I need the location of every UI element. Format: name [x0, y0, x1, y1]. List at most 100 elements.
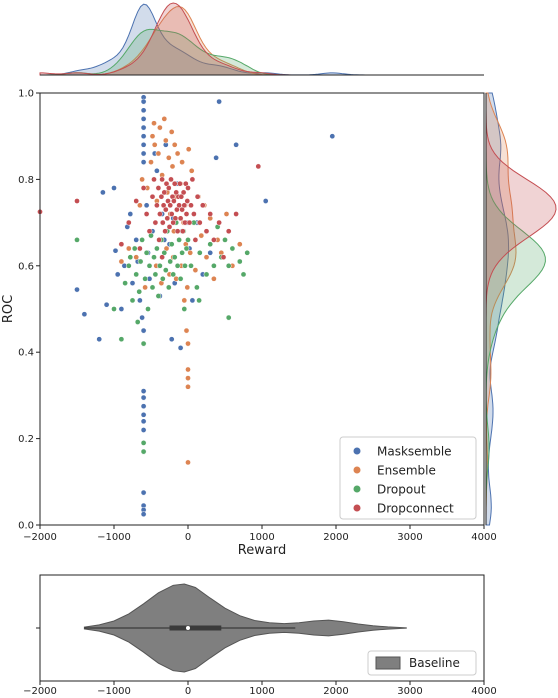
point-dropconnect: [194, 193, 201, 200]
point-dropout: [140, 448, 147, 455]
point-dropconnect: [233, 211, 239, 217]
point-ensemble: [183, 327, 190, 334]
point-dropconnect: [189, 176, 196, 183]
point-masksemble: [96, 336, 103, 343]
point-ensemble: [139, 176, 145, 183]
point-masksemble: [262, 198, 269, 204]
point-ensemble: [148, 159, 154, 165]
point-ensemble: [236, 241, 243, 248]
point-dropout: [225, 262, 232, 269]
point-dropout: [146, 262, 153, 269]
point-dropout: [229, 245, 236, 252]
point-dropout: [244, 249, 251, 256]
point-masksemble: [140, 394, 147, 401]
point-dropout: [74, 237, 80, 243]
x-tick-label: 2000: [323, 532, 348, 543]
point-ensemble: [171, 141, 178, 148]
point-dropconnect: [74, 198, 80, 204]
point-ensemble: [161, 116, 168, 122]
point-dropconnect: [157, 211, 163, 217]
point-dropout: [157, 262, 163, 269]
point-masksemble: [140, 107, 147, 114]
point-dropout: [139, 237, 145, 243]
point-ensemble: [203, 254, 210, 261]
scatter-x-axis: −2000 −1000 0 1000 2000 3000 4000: [23, 525, 497, 543]
point-dropout: [194, 284, 200, 291]
point-masksemble: [127, 211, 134, 217]
point-dropconnect: [172, 215, 179, 222]
point-dropout: [162, 267, 169, 273]
point-dropout: [136, 288, 143, 295]
point-ensemble: [185, 375, 191, 381]
point-masksemble: [100, 189, 106, 196]
point-dropout: [151, 254, 157, 261]
point-masksemble: [213, 154, 219, 161]
point-dropout: [165, 284, 172, 291]
point-masksemble: [81, 311, 88, 318]
point-dropout: [137, 258, 144, 265]
point-dropconnect: [143, 211, 150, 217]
point-dropconnect: [162, 228, 168, 235]
point-dropout: [127, 254, 134, 261]
point-ensemble: [149, 133, 156, 140]
point-dropconnect: [255, 163, 262, 170]
point-ensemble: [184, 284, 191, 291]
point-dropconnect: [186, 219, 193, 226]
point-dropconnect: [164, 215, 171, 222]
x-tick-label: 0: [185, 532, 191, 543]
point-dropout: [225, 314, 232, 321]
point-masksemble: [140, 124, 147, 131]
point-dropconnect: [184, 198, 191, 204]
point-dropout: [167, 258, 174, 265]
point-dropconnect: [163, 180, 170, 187]
point-dropconnect: [149, 193, 156, 200]
point-dropconnect: [137, 245, 143, 252]
point-dropout: [125, 262, 132, 269]
y-tick-label: 0.4: [18, 348, 34, 359]
y-tick-label: 0.6: [18, 261, 34, 272]
point-dropconnect: [125, 219, 132, 226]
point-dropconnect: [140, 185, 147, 191]
baseline-violin: [83, 583, 407, 673]
violin-x-tick-label: −2000: [23, 686, 57, 697]
point-dropout: [196, 297, 202, 304]
scatter-legend: Masksemble Ensemble Dropout Dropconnect: [339, 436, 477, 520]
violin-x-tick-label: 2000: [323, 686, 348, 697]
legend-label-ensemble: Ensemble: [377, 464, 436, 478]
point-dropconnect: [171, 180, 178, 187]
point-masksemble: [140, 327, 147, 334]
point-ensemble: [185, 146, 192, 153]
point-ensemble: [151, 120, 157, 127]
point-dropout: [134, 319, 141, 325]
point-dropout: [140, 340, 147, 347]
point-dropout: [159, 275, 166, 282]
y-tick-label: 0.8: [18, 175, 34, 186]
point-dropconnect: [177, 180, 183, 187]
legend-box: [339, 436, 477, 520]
x-tick-label: 3000: [397, 532, 422, 543]
point-dropconnect: [188, 202, 194, 209]
point-dropout: [177, 275, 184, 282]
point-masksemble: [177, 345, 184, 351]
point-dropconnect: [179, 228, 186, 235]
violin-median: [186, 626, 190, 630]
point-ensemble: [162, 137, 169, 144]
point-ensemble: [211, 275, 217, 282]
point-dropconnect: [207, 211, 214, 217]
violin-x-tick-label: 0: [185, 686, 191, 697]
point-masksemble: [233, 141, 239, 148]
point-masksemble: [329, 133, 336, 140]
point-ensemble: [125, 245, 132, 252]
point-masksemble: [216, 98, 222, 105]
point-masksemble: [140, 98, 147, 105]
legend-marker-dropout: [353, 485, 361, 493]
point-dropout: [211, 262, 217, 269]
point-ensemble: [179, 159, 185, 165]
point-dropconnect: [203, 228, 210, 235]
x-axis-label: Reward: [238, 543, 286, 558]
point-dropout: [155, 293, 162, 299]
point-masksemble: [112, 247, 119, 254]
point-dropconnect: [159, 176, 165, 183]
point-dropconnect: [181, 202, 188, 209]
violin-legend-label: Baseline: [409, 656, 460, 670]
